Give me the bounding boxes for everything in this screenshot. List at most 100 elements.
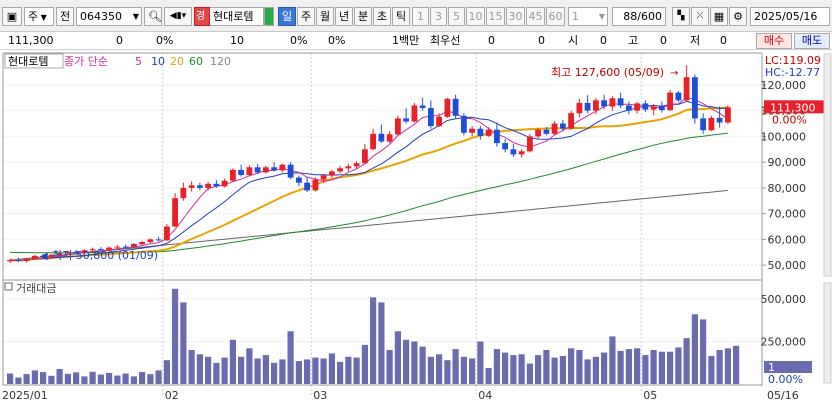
mode-button[interactable]: 전 (56, 7, 74, 26)
volume-tag (764, 361, 812, 373)
stock-badge: 경 (194, 7, 210, 26)
volume-bar (716, 350, 723, 384)
ma10-line (10, 100, 728, 262)
chart-grid (3, 53, 762, 396)
legend-ma60: 60 (189, 55, 203, 68)
grid-icon[interactable]: ▦ (710, 7, 728, 26)
quote-low-label: 저 (690, 34, 701, 47)
tools-icon[interactable]: ▚ (672, 7, 690, 26)
volume-bars (7, 288, 740, 385)
volume-bar (246, 348, 253, 384)
sell-button[interactable]: 매도 (794, 33, 830, 49)
stock-chart[interactable]: 50,000 60,000 70,000 80,000 90,000 100,000 1 10… (0, 50, 832, 404)
date-display[interactable]: 2025/05/16 (750, 7, 830, 26)
candle-body (692, 77, 698, 119)
minute-10[interactable]: 10 (466, 7, 485, 26)
minute-30[interactable]: 30 (506, 7, 525, 26)
minute-45[interactable]: 45 (526, 7, 545, 26)
minute-1[interactable]: 1 (412, 7, 429, 26)
volume-bar (724, 348, 731, 384)
volume-label: 거래대금 (16, 282, 56, 295)
candle-body (708, 117, 715, 131)
candle-body (147, 239, 154, 242)
candle-body (650, 106, 657, 110)
volume-bar (427, 356, 434, 384)
date-tick-label: 2025/01 (2, 389, 48, 402)
low-annotation: ◀ 최저 50,800 (01/09) (40, 249, 158, 262)
period-week[interactable]: 주 (297, 7, 315, 26)
chart-type-icon[interactable]: ⤬ (691, 7, 709, 26)
candle-body (419, 105, 426, 109)
candle-body (106, 247, 112, 251)
quote-open-label: 시 (568, 34, 579, 47)
buy-button[interactable]: 매수 (756, 33, 792, 49)
quote-high-label: 고 (628, 34, 639, 47)
candlestick-series (7, 65, 731, 264)
chevron-down-icon: ▼ (38, 13, 47, 22)
volume-bar (493, 349, 500, 384)
count-input[interactable]: 1 ▼ (568, 7, 608, 26)
candle-body (576, 102, 583, 114)
period-day[interactable]: 일 (278, 7, 296, 26)
volume-bar (609, 336, 616, 384)
minute-60[interactable]: 60 (546, 7, 565, 26)
period-tick[interactable]: 틱 (392, 7, 410, 26)
arrow-right-icon: → (670, 68, 678, 79)
stock-code-input[interactable]: 064350 ▼ (76, 7, 142, 26)
quote-volume: 10 (230, 34, 244, 47)
minute-15[interactable]: 15 (486, 7, 505, 26)
candle-body (131, 244, 137, 248)
date-tick-label: 05/16 (767, 389, 799, 402)
candle-body (444, 98, 451, 117)
gear-icon[interactable]: ⚙ (729, 7, 747, 26)
volume-bar (551, 357, 558, 384)
candle-body (428, 108, 434, 127)
volume-bar (394, 331, 401, 384)
minute-3[interactable]: 3 (430, 7, 447, 26)
candle-body (155, 239, 162, 241)
volume-bar (15, 377, 22, 384)
candle-body (205, 183, 211, 188)
volume-bar (31, 370, 38, 384)
volume-bar (691, 314, 698, 384)
quote-best-label: 최우선 (430, 34, 461, 47)
volume-bar (56, 369, 63, 384)
candle-body (502, 143, 508, 150)
window-menu-icon[interactable]: ▣ (2, 7, 22, 26)
current-price-label: 111,300 (770, 101, 816, 114)
volume-bar (477, 341, 484, 384)
minute-5[interactable]: 5 (448, 7, 465, 26)
quote-best-2: 0 (538, 34, 545, 47)
volume-bar (378, 302, 385, 384)
volume-bar (634, 348, 641, 384)
flag-icon[interactable] (264, 7, 274, 26)
candle-body (263, 167, 269, 173)
period-minute[interactable]: 분 (354, 7, 372, 26)
candle-body (584, 102, 591, 111)
candle-body (164, 226, 170, 241)
volume-bar (345, 356, 352, 384)
search-icon[interactable]: 🔍︎ (144, 7, 162, 26)
price-tick-label: 70,000 (768, 208, 807, 221)
volume-tick-label: 250,000 (761, 336, 807, 349)
market-select[interactable]: 주 ▼ (24, 7, 54, 26)
period-year[interactable]: 년 (335, 7, 353, 26)
candle-body (98, 249, 104, 251)
chevron-down-icon: ▼ (598, 12, 605, 21)
speaker-icon[interactable]: ◀▮▾ (164, 7, 192, 26)
candle-body (634, 103, 640, 111)
volume-bar (370, 297, 377, 384)
price-tick-label: 50,000 (768, 259, 807, 272)
quote-turnover-pct: 0% (328, 34, 346, 47)
volume-bar (188, 350, 195, 384)
candle-body (73, 251, 79, 253)
volume-bar (89, 371, 96, 384)
volume-bar (229, 339, 236, 384)
period-month[interactable]: 월 (316, 7, 334, 26)
candle-body (725, 107, 731, 123)
candle-body (452, 98, 459, 116)
price-scrollbar[interactable] (823, 53, 832, 277)
volume-bar (64, 373, 71, 384)
volume-scrollbar[interactable] (823, 282, 832, 384)
period-second[interactable]: 초 (373, 7, 391, 26)
